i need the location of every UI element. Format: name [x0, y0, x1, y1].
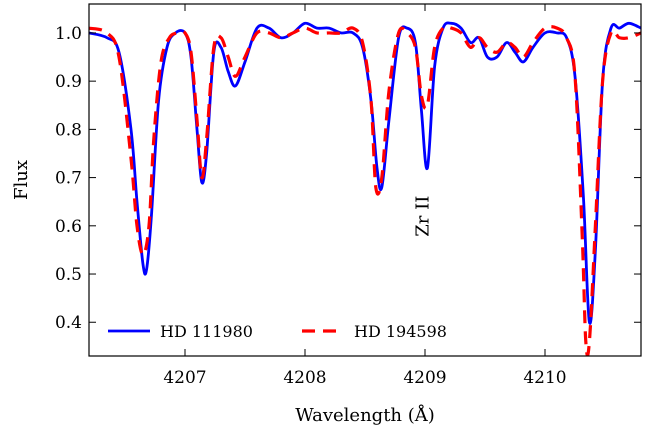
y-tick-label: 0.5 — [55, 265, 82, 285]
ticks-layer — [89, 4, 641, 356]
legend: HD 111980 HD 194598 — [108, 322, 447, 341]
x-tick-label: 4210 — [523, 368, 566, 388]
series-line-hd-194598 — [89, 24, 641, 356]
y-tick-label: 0.4 — [55, 313, 82, 333]
y-tick-label: 0.9 — [55, 72, 82, 92]
y-axis-label: Flux — [11, 160, 32, 200]
y-tick-label: 0.8 — [55, 120, 82, 140]
plot-frame — [88, 3, 642, 357]
y-tick-label: 1.0 — [55, 24, 82, 44]
y-tick-label: 0.7 — [55, 169, 82, 189]
x-tick-label: 4207 — [163, 368, 206, 388]
x-tick-label: 4208 — [283, 368, 326, 388]
x-axis-label: Wavelength (Å) — [295, 404, 435, 426]
series-layer — [89, 21, 641, 356]
legend-label-hd-111980: HD 111980 — [160, 322, 253, 341]
tick-labels-layer: 4207 4208 4209 4210 0.4 0.5 0.6 0.7 0.8 0.9 1.0 — [55, 24, 567, 388]
x-tick-label: 4209 — [403, 368, 446, 388]
y-tick-label: 0.6 — [55, 217, 82, 237]
legend-label-hd-194598: HD 194598 — [354, 322, 447, 341]
series-line-hd-111980 — [89, 21, 641, 325]
zr-ii-annotation: Zr II — [413, 196, 434, 237]
